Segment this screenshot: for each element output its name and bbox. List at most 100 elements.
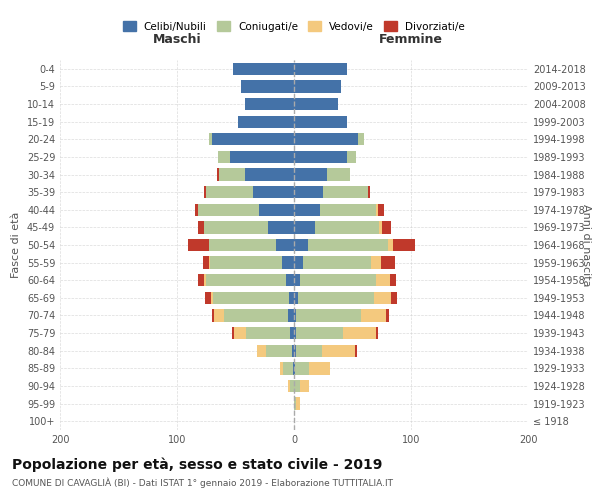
Bar	[294, 116, 347, 128]
Bar	[380, 256, 395, 269]
Bar	[361, 310, 386, 322]
Bar	[294, 344, 296, 357]
Bar	[294, 380, 300, 392]
Bar	[283, 256, 294, 269]
Bar	[203, 256, 209, 269]
Bar	[289, 292, 294, 304]
Bar	[288, 310, 294, 322]
Bar	[253, 186, 294, 198]
Bar	[290, 380, 294, 392]
Bar	[294, 150, 347, 163]
Bar	[233, 62, 294, 75]
Bar	[212, 310, 214, 322]
Bar	[376, 274, 390, 286]
Bar	[296, 398, 300, 409]
Bar	[294, 80, 341, 92]
Bar	[343, 327, 376, 340]
Bar	[245, 168, 294, 180]
Bar	[219, 168, 245, 180]
Bar	[298, 292, 374, 304]
Bar	[376, 204, 378, 216]
Bar	[304, 256, 371, 269]
Bar	[188, 239, 209, 251]
Bar	[300, 380, 309, 392]
Bar	[266, 344, 292, 357]
Bar	[368, 186, 370, 198]
Text: Maschi: Maschi	[152, 33, 202, 46]
Bar	[212, 133, 294, 145]
Bar	[290, 327, 294, 340]
Bar	[391, 292, 397, 304]
Bar	[294, 204, 320, 216]
Bar	[268, 221, 294, 234]
Bar	[294, 398, 296, 409]
Bar	[327, 168, 350, 180]
Bar	[294, 221, 315, 234]
Bar	[322, 344, 355, 357]
Bar	[213, 292, 289, 304]
Bar	[246, 327, 290, 340]
Bar	[358, 133, 364, 145]
Text: Popolazione per età, sesso e stato civile - 2019: Popolazione per età, sesso e stato civil…	[12, 458, 382, 472]
Bar	[204, 186, 206, 198]
Bar	[294, 168, 327, 180]
Bar	[308, 239, 388, 251]
Bar	[245, 98, 294, 110]
Bar	[294, 256, 304, 269]
Bar	[259, 204, 294, 216]
Bar	[382, 221, 391, 234]
Bar	[355, 344, 357, 357]
Bar	[294, 274, 300, 286]
Bar	[294, 186, 323, 198]
Bar	[315, 221, 379, 234]
Bar	[296, 310, 361, 322]
Bar	[204, 274, 206, 286]
Bar	[295, 362, 309, 374]
Text: Femmine: Femmine	[379, 33, 443, 46]
Bar	[374, 292, 391, 304]
Bar	[238, 116, 294, 128]
Bar	[209, 256, 210, 269]
Bar	[241, 80, 294, 92]
Bar	[288, 380, 290, 392]
Bar	[257, 344, 266, 357]
Bar	[214, 310, 224, 322]
Bar	[198, 204, 259, 216]
Y-axis label: Fasce di età: Fasce di età	[11, 212, 21, 278]
Bar	[206, 186, 253, 198]
Bar	[204, 221, 268, 234]
Bar	[371, 256, 380, 269]
Bar	[230, 150, 294, 163]
Bar	[296, 344, 322, 357]
Bar	[211, 292, 213, 304]
Bar	[379, 221, 382, 234]
Legend: Celibi/Nubili, Coniugati/e, Vedovi/e, Divorziati/e: Celibi/Nubili, Coniugati/e, Vedovi/e, Di…	[119, 17, 469, 36]
Bar	[232, 327, 235, 340]
Bar	[209, 133, 212, 145]
Bar	[283, 362, 293, 374]
Bar	[286, 274, 294, 286]
Bar	[294, 98, 338, 110]
Bar	[198, 274, 204, 286]
Bar	[294, 292, 298, 304]
Bar	[323, 186, 368, 198]
Bar	[294, 239, 308, 251]
Bar	[294, 362, 295, 374]
Bar	[390, 274, 396, 286]
Bar	[194, 204, 198, 216]
Bar	[292, 344, 294, 357]
Text: COMUNE DI CAVAGLIÀ (BI) - Dati ISTAT 1° gennaio 2019 - Elaborazione TUTTITALIA.I: COMUNE DI CAVAGLIÀ (BI) - Dati ISTAT 1° …	[12, 478, 393, 488]
Bar	[300, 274, 376, 286]
Y-axis label: Anni di nascita: Anni di nascita	[581, 204, 591, 286]
Bar	[388, 239, 394, 251]
Bar	[294, 310, 296, 322]
Bar	[320, 204, 376, 216]
Bar	[376, 327, 378, 340]
Bar	[309, 362, 330, 374]
Bar	[209, 239, 277, 251]
Bar	[280, 362, 283, 374]
Bar	[347, 150, 356, 163]
Bar	[294, 327, 296, 340]
Bar	[206, 274, 286, 286]
Bar	[235, 327, 246, 340]
